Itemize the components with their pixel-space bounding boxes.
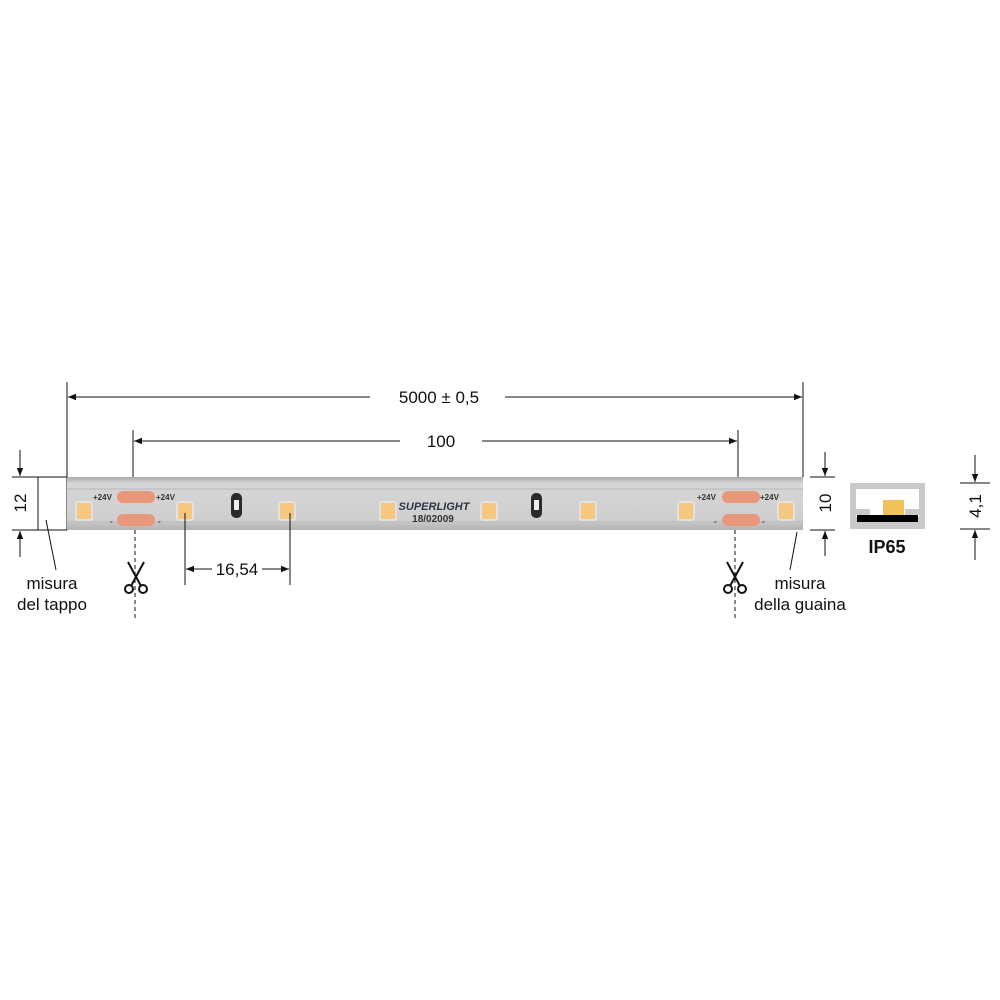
cut-segment-dimension: 100 [132,430,739,477]
cap-height-dimension: 12 [11,450,38,557]
solder-pad-minus [722,514,760,526]
cap-label-line2: del tappo [17,595,87,614]
led-strip: +24V +24V - - +24V +24V - - SUPERLIGHT 1… [67,477,803,530]
cap-label-line1: misura [26,574,78,593]
end-cap [37,476,68,531]
led-chip-section [883,500,904,515]
pad-label: - [158,517,161,526]
cut-segment-label: 100 [427,432,455,451]
pad-label: - [762,517,765,526]
pad-label: - [110,517,113,526]
led-chip [480,501,498,521]
cross-section: IP65 [850,483,925,557]
scissors-icon [124,561,148,594]
cap-leader [45,519,57,571]
led-chip [677,501,695,521]
sheath-label-line1: misura [774,574,826,593]
strip-code: 18/02009 [412,514,454,525]
total-length-label: 5000 ± 0,5 [399,388,479,407]
pad-label: - [714,517,717,526]
ip-rating: IP65 [868,537,905,557]
solder-pad-plus [117,491,155,503]
scissors-icon [723,561,747,594]
led-chip [278,501,296,521]
solder-pad-plus [722,491,760,503]
brand-logo: SUPERLIGHT [399,501,471,513]
led-pitch-dimension: 16,54 [184,513,291,585]
sheath-leader [789,531,798,571]
pad-label: +24V [156,493,176,502]
profile-height-label: 4,1 [966,494,985,518]
total-length-dimension: 5000 ± 0,5 [66,382,804,477]
cap-height-label: 12 [11,494,30,513]
led-pitch-label: 16,54 [216,560,259,579]
profile-height-dimension: 4,1 [960,455,990,560]
led-chip [579,501,597,521]
solder-pad-minus [117,514,155,526]
led-chip [75,501,93,521]
sheath-height-dimension: 10 [810,452,835,556]
pad-label: +24V [697,493,717,502]
pad-label: +24V [760,493,780,502]
led-chip [777,501,795,521]
led-chip [379,501,397,521]
pad-label: +24V [93,493,113,502]
sheath-height-label: 10 [816,494,835,513]
sheath-label-line2: della guaina [754,595,846,614]
